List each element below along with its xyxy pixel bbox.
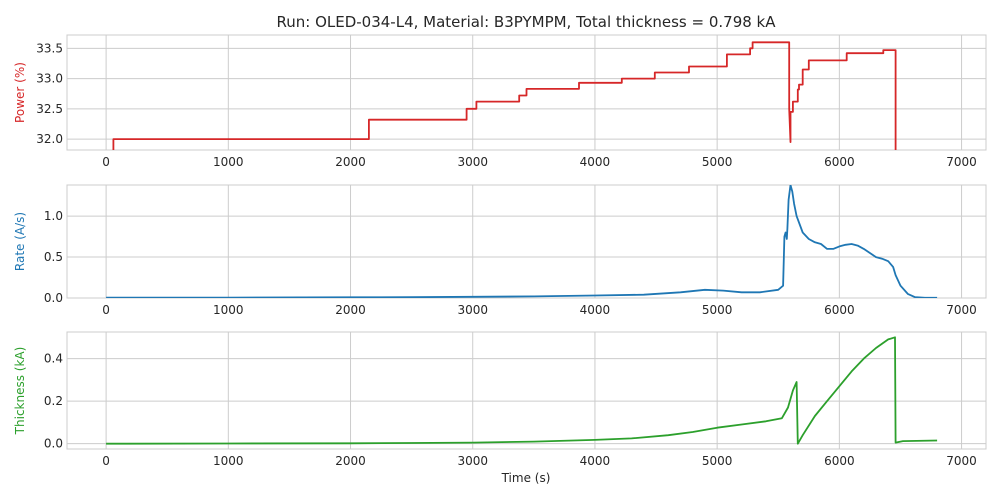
x-tick-label: 6000 xyxy=(824,303,855,317)
y-tick-label: 33.5 xyxy=(36,41,63,55)
panel-frame xyxy=(66,331,987,450)
x-tick-label: 4000 xyxy=(580,155,611,169)
x-tick-label: 2000 xyxy=(335,454,366,468)
x-tick-label: 1000 xyxy=(213,155,244,169)
y-tick-label: 32.0 xyxy=(36,132,63,146)
x-tick-label: 3000 xyxy=(457,155,488,169)
series-line xyxy=(106,336,938,445)
x-tick-label: 2000 xyxy=(335,303,366,317)
x-tick-label: 0 xyxy=(102,155,110,169)
y-tick-label: 0.4 xyxy=(44,352,63,366)
x-tick-label: 0 xyxy=(102,454,110,468)
x-tick-label: 6000 xyxy=(824,454,855,468)
x-tick-label: 4000 xyxy=(580,454,611,468)
series-line xyxy=(112,41,897,150)
y-tick-label: 1.0 xyxy=(44,209,63,223)
y-tick-label: 0.5 xyxy=(44,250,63,264)
y-tick-label: 0.2 xyxy=(44,394,63,408)
y-axis-label: Rate (A/s) xyxy=(13,212,27,271)
chart-title: Run: OLED-034-L4, Material: B3PYMPM, Tot… xyxy=(276,13,776,31)
y-tick-label: 32.5 xyxy=(36,102,63,116)
x-tick-label: 7000 xyxy=(946,454,977,468)
panel-frame xyxy=(66,34,987,151)
x-tick-label: 3000 xyxy=(457,454,488,468)
y-tick-label: 0.0 xyxy=(44,437,63,451)
x-tick-label: 2000 xyxy=(335,155,366,169)
y-tick-label: 0.0 xyxy=(44,291,63,305)
panels: 0 1000 2000 3000 4000 5000 6000 7000 32.0 32.5 33.… xyxy=(13,34,987,468)
x-tick-label: 0 xyxy=(102,303,110,317)
x-tick-label: 1000 xyxy=(213,454,244,468)
x-tick-label: 7000 xyxy=(946,155,977,169)
x-tick-label: 4000 xyxy=(580,303,611,317)
panel-3: 0 1000 2000 3000 4000 5000 6000 7000 0.0 0.2 0.4 Th… xyxy=(13,331,987,468)
x-tick-label: 5000 xyxy=(702,303,733,317)
x-tick-label: 7000 xyxy=(946,303,977,317)
x-tick-label: 6000 xyxy=(824,155,855,169)
panel-frame xyxy=(66,184,987,299)
x-tick-label: 5000 xyxy=(702,155,733,169)
y-axis-label: Thickness (kA) xyxy=(13,347,27,436)
x-tick-label: 1000 xyxy=(213,303,244,317)
x-tick-label: 5000 xyxy=(702,454,733,468)
panel-1: 0 1000 2000 3000 4000 5000 6000 7000 32.0 32.5 33.… xyxy=(13,34,987,169)
series-line xyxy=(106,185,938,298)
x-tick-label: 3000 xyxy=(457,303,488,317)
y-tick-label: 33.0 xyxy=(36,72,63,86)
y-axis-label: Power (%) xyxy=(13,62,27,123)
x-axis-label: Time (s) xyxy=(501,471,551,485)
panel-2: 0 1000 2000 3000 4000 5000 6000 7000 0.0 0.5 1.0 Ra… xyxy=(13,184,987,317)
